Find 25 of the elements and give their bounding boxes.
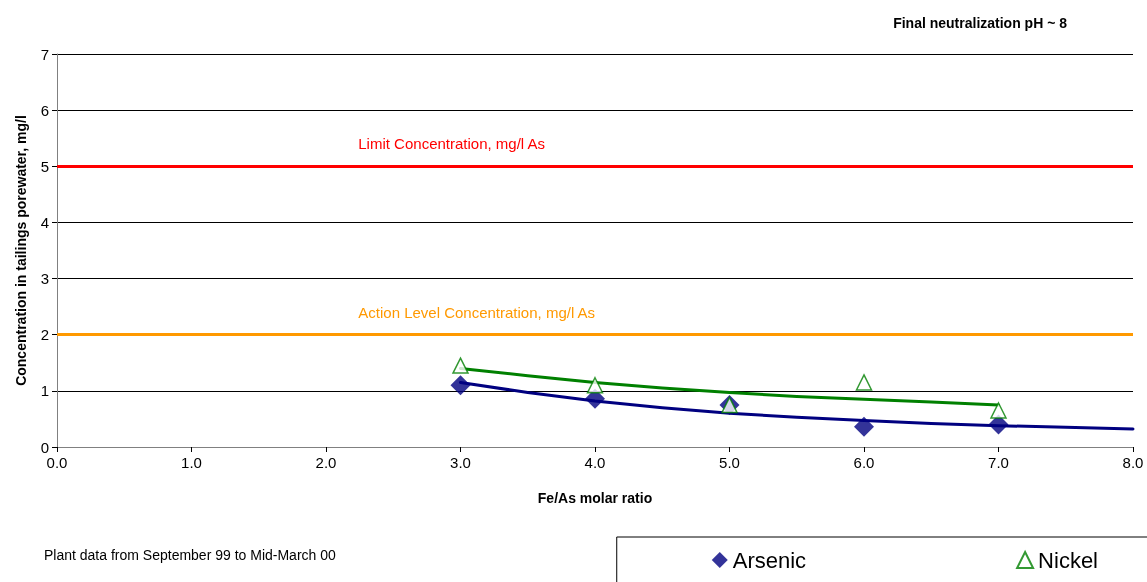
x-tick-label: 4.0: [584, 454, 606, 471]
y-tick-label: 0: [40, 438, 49, 456]
x-tick-label: 6.0: [853, 454, 875, 471]
x-tick-label: 0.0: [46, 454, 68, 471]
ref-line-label: Limit Concentration, mg/l As: [358, 135, 546, 153]
x-tick-label: 7.0: [988, 454, 1009, 471]
y-tick-label: 6: [40, 101, 49, 119]
x-tick-label: 2.0: [315, 454, 337, 471]
x-tick-label: 1.0: [181, 454, 202, 471]
text: Final neutralization pH ~ 8: [893, 15, 1068, 31]
ref-line-label: Action Level Concentration, mg/l As: [358, 303, 596, 321]
legend-label: Arsenic: [732, 547, 807, 573]
y-tick-label: 4: [40, 213, 49, 231]
y-axis-title: Concentration in tailings porewater, mg/l: [12, 115, 29, 386]
legend-label: Nickel: [1038, 547, 1099, 573]
y-tick-label: 7: [40, 45, 49, 63]
y-tick-label: 1: [40, 382, 49, 400]
x-tick-label: 3.0: [450, 454, 471, 471]
x-tick-label: 8.0: [1122, 454, 1144, 471]
text: Plant data from September 99 to Mid-March 00: [44, 547, 337, 563]
x-axis-title: Fe/As molar ratio: [537, 489, 653, 506]
y-tick-label: 3: [40, 270, 49, 288]
y-tick-label: 2: [40, 326, 49, 344]
x-tick-label: 5.0: [719, 454, 740, 471]
y-tick-label: 5: [40, 157, 49, 175]
